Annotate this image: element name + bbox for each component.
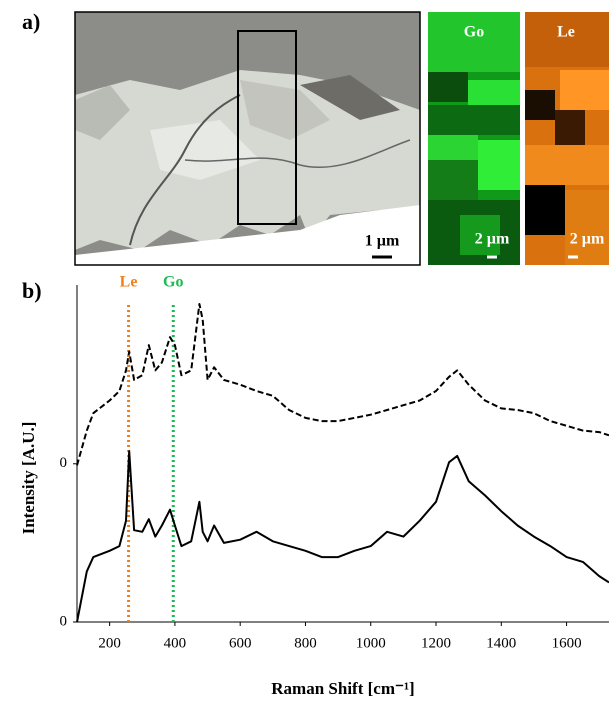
x-tick-label: 400 [164, 635, 187, 651]
scale-label: 1 µm [365, 233, 400, 250]
x-tick-label: 1200 [421, 635, 451, 651]
map-label: Le [557, 24, 575, 41]
x-tick-label: 600 [229, 635, 252, 651]
le-map: Le 2 µm [525, 12, 609, 265]
scale-label: 2 µm [570, 231, 605, 248]
scale-label: 2 µm [475, 231, 510, 248]
y-tick-label: 0 [60, 455, 68, 471]
marker-label: Go [163, 274, 183, 291]
marker-label: Le [120, 274, 138, 291]
spectrum-line [76, 303, 609, 466]
x-tick-label: 1600 [552, 635, 582, 651]
x-tick-label: 200 [98, 635, 121, 651]
map-label: Go [464, 24, 484, 41]
x-axis-label: Raman Shift [cm⁻¹] [271, 679, 414, 698]
micrograph: 1 µm [75, 12, 420, 265]
panel-label: b) [22, 278, 42, 303]
spectrum-line [76, 450, 609, 623]
y-tick-label: 0 [60, 613, 68, 629]
panel-label: a) [22, 9, 40, 34]
x-tick-label: 1000 [356, 635, 386, 651]
x-tick-label: 1400 [486, 635, 516, 651]
go-map: Go 2 µm [428, 12, 520, 265]
y-axis-label: Intensity [A.U.] [19, 422, 38, 535]
x-tick-label: 800 [294, 635, 317, 651]
